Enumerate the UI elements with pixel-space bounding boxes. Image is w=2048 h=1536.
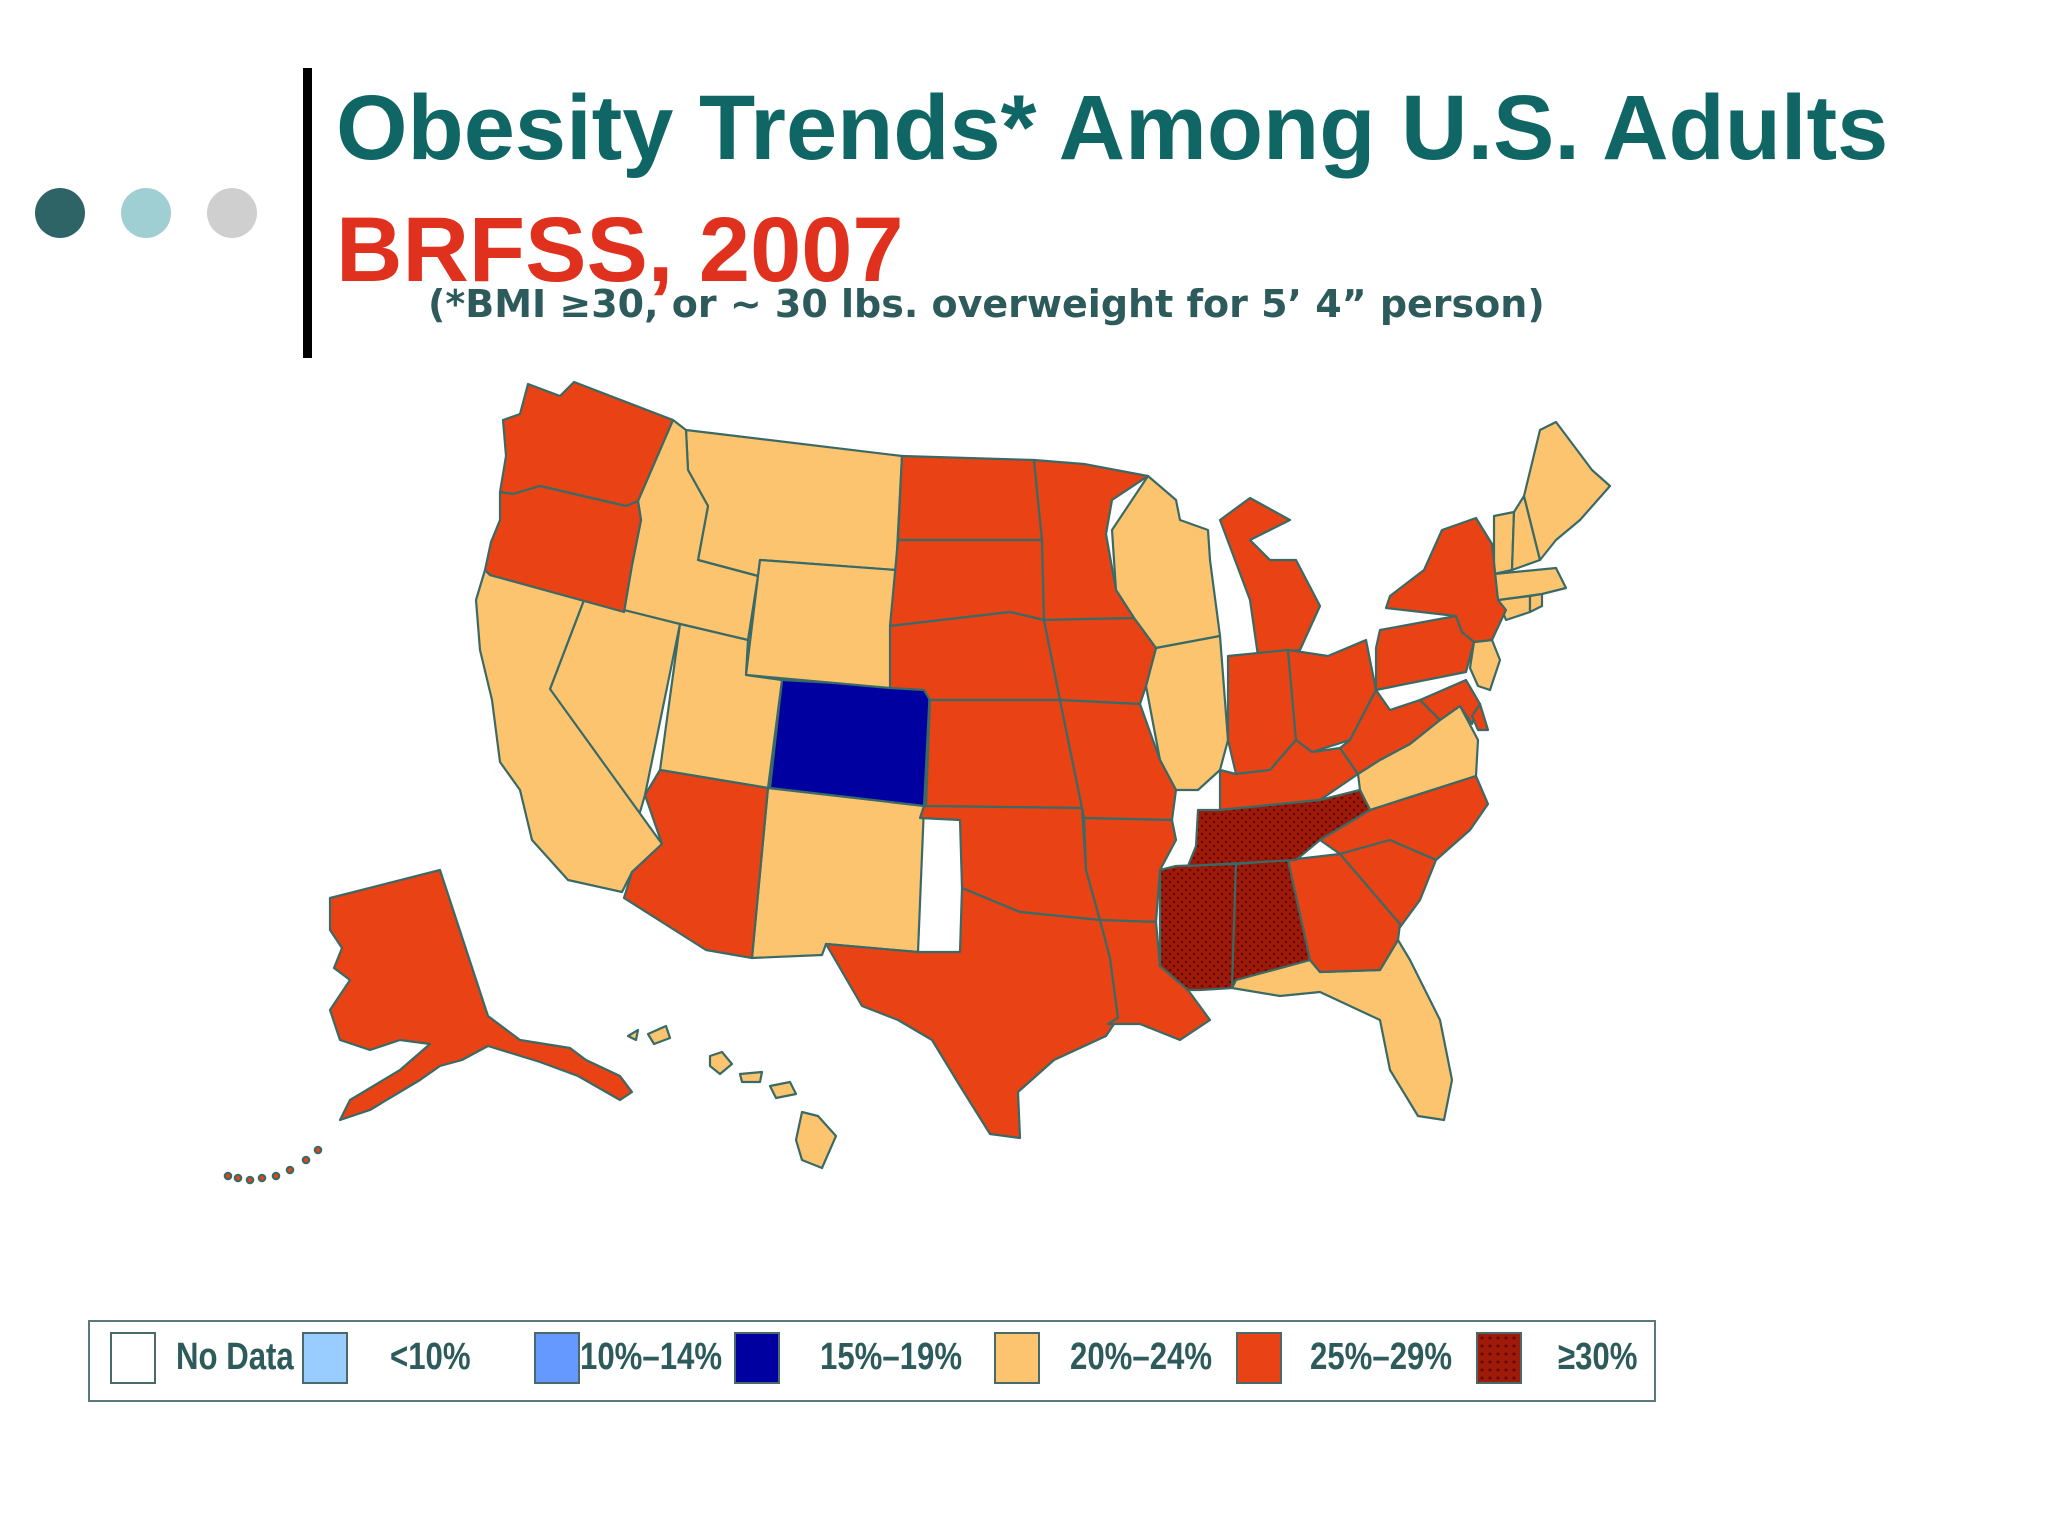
state-mn [1032,458,1150,622]
state-mo [1058,698,1178,822]
map-legend: No Data <10% 10%–14% 15%–19% 20%–24% 25%… [88,1320,1656,1402]
state-ak-island [245,1175,255,1185]
footnote: (*BMI ≥30, or ~ 30 lbs. overweight for 5… [428,282,1545,326]
legend-swatch-no-data [110,1332,156,1384]
legend-swatch-15-19 [734,1332,780,1384]
state-wy [744,558,898,690]
state-hi-island [708,1050,734,1076]
bullet-dot-light [121,188,171,238]
legend-swatch-lt10 [302,1332,348,1384]
state-ok [918,804,1102,922]
state-ar [1082,816,1178,924]
state-ak-island [257,1173,267,1183]
state-sd [888,538,1046,628]
state-ri [1528,592,1544,614]
state-ca [474,568,664,894]
legend-label-25-29: 25%–29% [1310,1336,1453,1378]
legend-label-15-19: 15%–19% [820,1336,963,1378]
legend-swatch-10-14 [534,1332,580,1384]
slide-title: Obesity Trends* Among U.S. Adults [336,77,1889,179]
state-mt [684,428,904,578]
state-wv [1338,688,1442,776]
state-ny [1384,516,1508,644]
state-ak-island [301,1155,311,1165]
state-vt [1492,510,1516,576]
state-ak-island [223,1171,233,1181]
legend-swatch-gte30 [1476,1332,1522,1384]
state-ak [328,868,634,1122]
legend-label-gte30: ≥30% [1558,1336,1638,1378]
state-nd [896,454,1044,542]
state-hi-island [738,1070,764,1084]
state-ks [924,698,1084,810]
state-md [1418,678,1482,726]
bullet-dot-dark [35,188,85,238]
state-az [622,768,770,960]
state-hi-island [626,1028,640,1042]
state-ne [888,610,1062,702]
state-ak-island [233,1173,243,1183]
state-ia [1042,616,1158,706]
state-co [768,678,932,808]
state-de [1470,702,1490,732]
state-tn [1186,788,1372,868]
state-ak-island [271,1171,281,1181]
state-la [1098,918,1212,1042]
state-hi-island [794,1110,838,1170]
state-mi [1218,496,1322,658]
state-il [1144,634,1230,792]
legend-label-20-24: 20%–24% [1070,1336,1213,1378]
state-ms [1158,862,1238,992]
state-hi-island [768,1080,798,1100]
slide-subtitle: BRFSS, 2007 [336,199,904,301]
state-hi-island [646,1024,672,1046]
state-or [483,484,643,614]
legend-label-no-data: No Data [176,1336,294,1378]
bullet-dot-gray [207,188,257,238]
state-nj [1468,638,1502,692]
state-ga [1286,852,1402,974]
legend-swatch-25-29 [1236,1332,1282,1384]
state-me [1522,420,1612,562]
title-divider [303,68,312,358]
state-tx [824,886,1120,1140]
state-ak-island [285,1165,295,1175]
state-ak-island [313,1145,323,1155]
legend-swatch-20-24 [994,1332,1040,1384]
legend-label-lt10: <10% [390,1336,471,1378]
legend-label-10-14: 10%–14% [580,1336,723,1378]
state-nm [750,786,926,960]
